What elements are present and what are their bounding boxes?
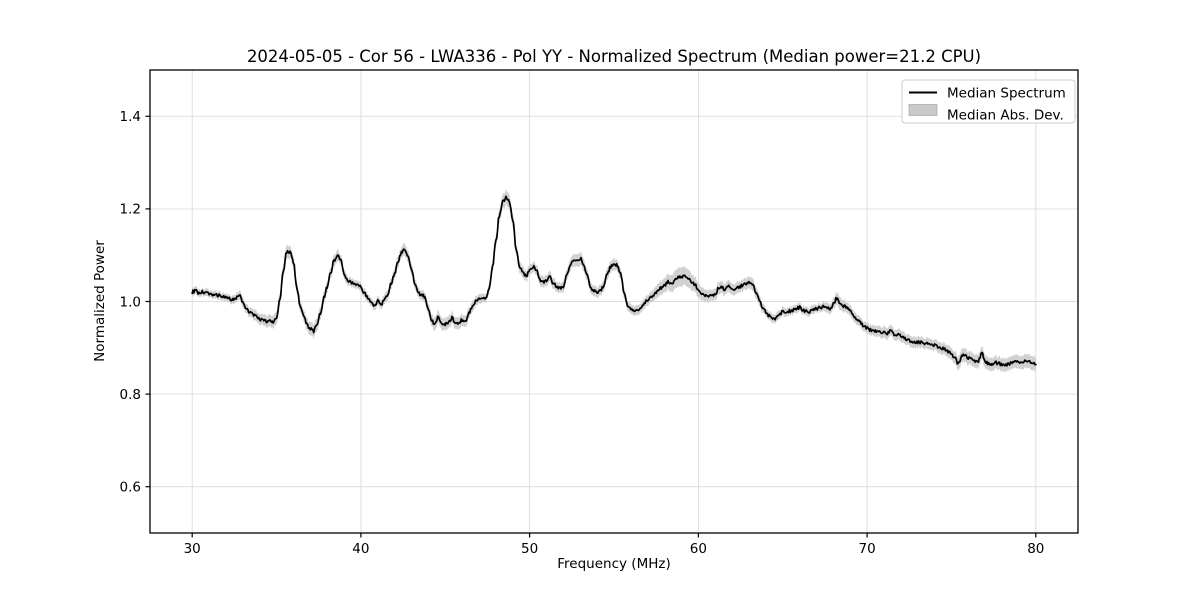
- x-tick-label: 30: [184, 541, 201, 557]
- data-layer: [191, 188, 1037, 373]
- x-tick-label: 60: [690, 541, 707, 557]
- legend-label-median-abs-dev: Median Abs. Dev.: [947, 108, 1064, 124]
- y-tick-label: 1.0: [120, 294, 141, 310]
- ticks-layer: 30 40 50 60 70 80 0.6 0.8 1.0 1.2 1.4: [120, 109, 1045, 557]
- legend: Median Spectrum Median Abs. Dev.: [901, 79, 1076, 124]
- legend-label-median-spectrum: Median Spectrum: [947, 86, 1066, 102]
- legend-box: [901, 79, 1076, 124]
- chart-title: 2024-05-05 - Cor 56 - LWA336 - Pol YY - …: [247, 47, 981, 66]
- x-tick-label: 40: [352, 541, 369, 557]
- legend-patch-sample: [908, 104, 938, 116]
- axes-spines: [149, 69, 1079, 534]
- y-tick-label: 0.6: [120, 480, 141, 496]
- x-tick-label: 70: [859, 541, 876, 557]
- y-tick-label: 1.4: [120, 109, 141, 125]
- x-tick-label: 80: [1027, 541, 1044, 557]
- y-axis-label: Normalized Power: [92, 240, 108, 362]
- y-tick-label: 0.8: [120, 387, 141, 403]
- median-spectrum-line: [191, 195, 1037, 367]
- y-tick-label: 1.2: [120, 202, 141, 218]
- x-tick-label: 50: [521, 541, 538, 557]
- x-axis-label: Frequency (MHz): [557, 556, 670, 572]
